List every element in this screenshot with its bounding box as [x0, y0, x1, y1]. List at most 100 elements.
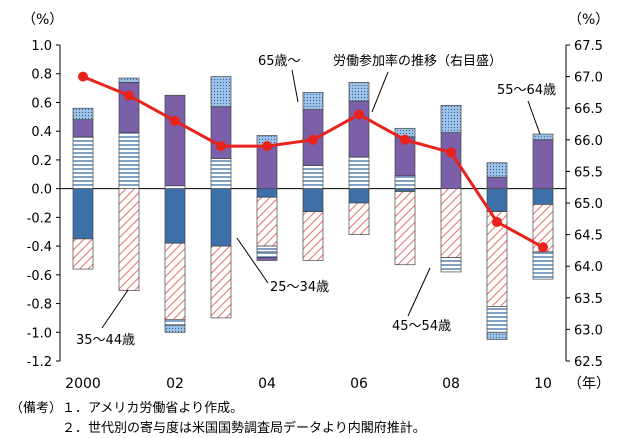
right-tick-label: 64.5: [574, 229, 603, 244]
annotation-arrow: [291, 69, 299, 103]
left-tick-label: -0.4: [27, 240, 52, 255]
left-tick-label: -0.2: [27, 211, 52, 226]
bar-segment: [302, 165, 324, 189]
left-axis-unit: （%）: [22, 12, 63, 28]
bar-segment: [440, 104, 462, 133]
line-point: [538, 242, 548, 253]
bar-segment: [532, 139, 554, 189]
bar-segment: [532, 133, 554, 141]
bar-segment: [210, 158, 232, 189]
bar-segment: [486, 331, 508, 340]
right-tick-label: 66.5: [574, 102, 603, 117]
line-point: [262, 141, 272, 152]
annotation-label: 35～44歳: [76, 333, 135, 348]
left-tick-label: -1.0: [27, 326, 52, 341]
annotation-label: 45～54歳: [392, 319, 451, 334]
line-point: [492, 216, 502, 227]
right-tick-label: 67.5: [574, 39, 603, 54]
chart: 1.0 0.8 0.6 0.4 0.2 0.0 -0.2 -0.4 -0.6 -0.8 -1.0 -1…: [22, 12, 610, 392]
bar-segment: [118, 188, 140, 291]
bar-segment: [348, 100, 370, 158]
left-tick-label: -0.6: [27, 269, 52, 284]
bar-segment: [118, 132, 140, 189]
x-tick-label: 10: [534, 376, 552, 392]
annotation-label: 25～34歳: [270, 280, 329, 295]
left-tick-label: -0.8: [27, 298, 52, 313]
bar-segment: [118, 77, 140, 83]
annotation-arrow: [407, 267, 431, 317]
bar-segment: [164, 94, 186, 187]
line-point: [216, 141, 226, 152]
x-tick-label: 02: [166, 376, 184, 392]
bar-segment: [118, 81, 140, 133]
bar-segment: [72, 119, 94, 138]
x-tick-label: 08: [442, 376, 460, 392]
left-tick-label: 0.4: [31, 125, 52, 140]
left-tick-label: 1.0: [31, 39, 52, 54]
line-point: [308, 134, 318, 145]
x-tick-label: 04: [258, 376, 276, 392]
bar-segment: [72, 188, 94, 240]
right-tick-label: 65.5: [574, 165, 603, 180]
bar-segment: [532, 188, 554, 205]
annotation-arrow: [101, 289, 129, 329]
bars: [72, 76, 554, 340]
bar-segment: [210, 245, 232, 319]
line-point: [124, 90, 134, 101]
bar-segment: [302, 188, 324, 212]
right-tick-label: 63.0: [574, 323, 603, 338]
bar-segment: [486, 188, 508, 212]
bar-segment: [348, 202, 370, 235]
right-axis-unit: （%）: [568, 12, 609, 28]
annotations: 65歳～ 労働参加率の推移（右目盛） 55～64歳 25～34歳 35～44歳 45～54…: [76, 53, 556, 348]
right-tick-label: 64.0: [574, 260, 603, 275]
x-axis-unit: （年）: [568, 376, 610, 392]
participation-line: [78, 71, 548, 253]
axes: 1.0 0.8 0.6 0.4 0.2 0.0 -0.2 -0.4 -0.6 -0.8 -1.0 -1…: [22, 12, 610, 392]
bar-segment: [164, 324, 186, 333]
bar-segment: [348, 156, 370, 189]
annotation-arrow: [236, 237, 269, 284]
line-point: [170, 115, 180, 126]
left-tick-label: 0.8: [31, 68, 52, 83]
left-tick-label: 0.0: [31, 183, 52, 198]
note-title: （備考）: [10, 401, 63, 416]
bar-segment: [394, 175, 416, 189]
line-point: [78, 71, 88, 82]
bar-segment: [440, 257, 462, 273]
bar-segment: [440, 188, 462, 258]
annotation-arrow: [371, 71, 389, 113]
left-tick-label: 0.2: [31, 154, 52, 169]
bar-segment: [394, 188, 416, 192]
bar-segment: [302, 211, 324, 261]
bar-segment: [256, 245, 278, 253]
line-point: [446, 147, 456, 158]
note-line-2: ２．世代別の寄与度は米国国勢調査局データより内閣府推計。: [62, 421, 426, 436]
right-tick-label: 63.5: [574, 292, 603, 307]
right-tick-label: 66.0: [574, 134, 603, 149]
bar-segment: [72, 238, 94, 270]
annotation-arrow: [527, 100, 541, 135]
right-tick-label: 67.0: [574, 71, 603, 86]
line-point: [354, 109, 364, 120]
right-tick-label: 62.5: [574, 355, 603, 370]
bar-segment: [486, 306, 508, 333]
bar-segment: [164, 188, 186, 244]
bar-segment: [394, 191, 416, 266]
bar-segment: [256, 251, 278, 258]
bar-segment: [486, 176, 508, 189]
bar-segment: [72, 107, 94, 121]
left-tick-label: -1.2: [27, 355, 52, 370]
bar-segment: [210, 188, 232, 247]
bar-segment: [256, 188, 278, 198]
bar-segment: [210, 76, 232, 108]
bar-segment: [256, 196, 278, 247]
annotation-label: 65歳～: [258, 54, 301, 69]
left-tick-label: 0.6: [31, 96, 52, 111]
line-point: [400, 134, 410, 145]
bar-segment: [486, 162, 508, 178]
annotation-label: 労働参加率の推移（右目盛）: [333, 53, 502, 69]
bar-segment: [256, 145, 278, 189]
bar-segment: [164, 242, 186, 320]
bar-segment: [256, 257, 278, 261]
